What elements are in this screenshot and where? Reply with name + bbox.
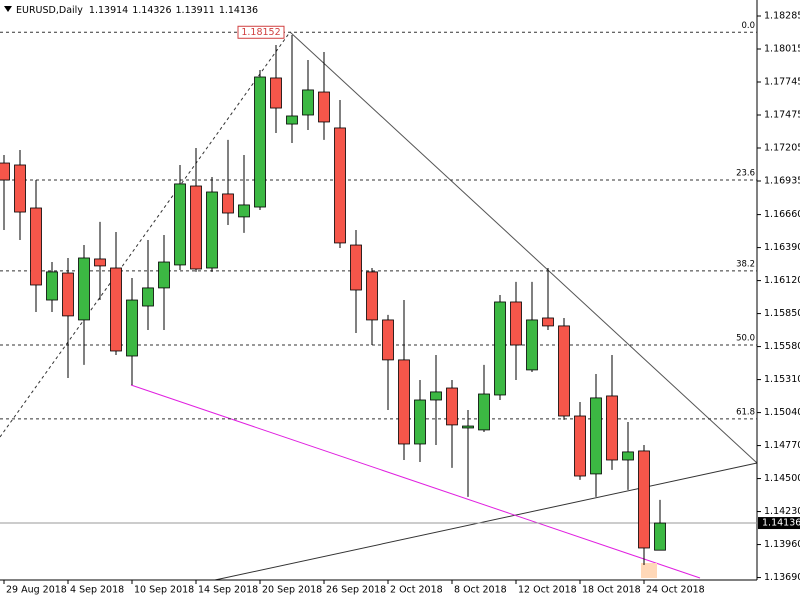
y-tick-label: 1.15310 — [764, 374, 800, 385]
y-tick-label: 1.17205 — [764, 142, 800, 153]
x-tick-label: 18 Oct 2018 — [582, 585, 641, 596]
menu-arrow[interactable] — [4, 6, 12, 12]
y-tick-label: 1.17475 — [764, 109, 800, 120]
x-tick-label: 8 Oct 2018 — [454, 585, 507, 596]
fib-level-label: 61.8 — [736, 407, 755, 417]
candle-body-down — [0, 162, 10, 181]
candle-body-down — [110, 267, 122, 352]
x-tick-label: 4 Sep 2018 — [70, 585, 124, 596]
fib-level-label: 50.0 — [736, 333, 755, 343]
x-tick-label: 29 Aug 2018 — [6, 585, 67, 596]
candle-body-up — [254, 76, 266, 208]
candle-body-up — [238, 204, 250, 218]
x-tick-label: 20 Sep 2018 — [262, 585, 322, 596]
candle-body-down — [542, 317, 554, 327]
candle-body-down — [398, 359, 410, 445]
highlight — [641, 563, 657, 578]
candle-body-down — [510, 301, 522, 346]
y-tick-label: 1.16660 — [764, 209, 800, 220]
x-tick-label: 24 Oct 2018 — [646, 585, 705, 596]
fib-level-label: 38.2 — [736, 259, 755, 269]
fib-level-label: 0.0 — [741, 21, 755, 31]
candle-body-down — [574, 415, 586, 477]
candle-body-up — [526, 319, 538, 371]
candle-body-up — [286, 115, 298, 125]
candle-body-down — [382, 319, 394, 361]
candle-body-up — [478, 393, 490, 431]
candle-body-up — [174, 183, 186, 266]
candle-body-down — [190, 185, 202, 270]
candle-body-down — [606, 395, 618, 461]
candle-body-up — [206, 191, 218, 269]
y-tick-label: 1.18285 — [764, 11, 800, 22]
candle-body-down — [270, 77, 282, 109]
fib-base-line — [0, 31, 291, 438]
candle-body-up — [158, 261, 170, 289]
candle-body-down — [30, 207, 42, 286]
x-tick-label: 12 Oct 2018 — [518, 585, 577, 596]
trend-line — [214, 462, 758, 581]
candle-body-down — [94, 258, 106, 267]
fib-level-label: 23.6 — [736, 169, 755, 179]
y-tick-label: 1.17745 — [764, 77, 800, 88]
x-tick-label: 14 Sep 2018 — [198, 585, 258, 596]
y-tick-label: 1.14230 — [764, 506, 800, 517]
candle-body-down — [638, 450, 650, 549]
x-tick-label: 2 Oct 2018 — [390, 585, 443, 596]
y-tick-label: 1.16390 — [764, 242, 800, 253]
y-tick-label: 1.14500 — [764, 473, 800, 484]
y-tick-label: 1.16120 — [764, 275, 800, 286]
y-tick-label: 1.13960 — [764, 539, 800, 550]
candle-body-down — [366, 271, 378, 321]
y-tick-label: 1.18015 — [764, 44, 800, 55]
drawing-objects — [0, 31, 758, 581]
trend-line — [289, 31, 758, 464]
candle-body-down — [14, 164, 26, 213]
candle-body-up — [430, 391, 442, 401]
ohlc-low: 1.13911 — [176, 5, 215, 16]
y-tick-label: 1.14770 — [764, 440, 800, 451]
y-tick-label: 1.16935 — [764, 175, 800, 186]
candle-body-down — [446, 387, 458, 426]
candle-body-down — [318, 91, 330, 123]
candle-body-down — [334, 127, 346, 244]
candle-body-up — [78, 257, 90, 321]
candle-body-up — [302, 89, 314, 116]
candle-body-up — [590, 397, 602, 475]
candle-body-down — [558, 325, 570, 417]
candle-body-up — [494, 301, 506, 396]
candle-body-up — [622, 451, 634, 461]
ohlc-high: 1.14326 — [132, 5, 171, 16]
candle-body-up — [654, 522, 666, 551]
y-tick-label: 1.15580 — [764, 341, 800, 352]
candle-body-down — [350, 244, 362, 291]
price-box — [758, 517, 800, 530]
candle-body-up — [126, 299, 138, 357]
y-tick-label: 1.13690 — [764, 572, 800, 583]
candle-body-down — [222, 193, 234, 214]
high-price-label: 1.18152 — [241, 27, 280, 38]
y-tick-label: 1.15850 — [764, 308, 800, 319]
y-tick-label: 1.15040 — [764, 407, 800, 418]
candle-body-up — [46, 271, 58, 301]
ohlc-open: 1.13914 — [89, 5, 128, 16]
channel-line — [130, 384, 701, 579]
symbol: EURUSD,Daily — [16, 5, 83, 16]
candle-body-up — [142, 287, 154, 307]
price-box-label: 1.14136 — [762, 518, 800, 529]
x-tick-label: 26 Sep 2018 — [326, 585, 386, 596]
x-tick-label: 10 Sep 2018 — [134, 585, 194, 596]
chart-header: EURUSD,Daily 1.13914 1.14326 1.13911 1.14136 — [16, 5, 258, 16]
candle-body-up — [462, 425, 474, 429]
candle-body-down — [62, 272, 74, 317]
ohlc-close: 1.14136 — [219, 5, 258, 16]
high-price-box — [237, 25, 285, 39]
candle-body-up — [414, 399, 426, 445]
